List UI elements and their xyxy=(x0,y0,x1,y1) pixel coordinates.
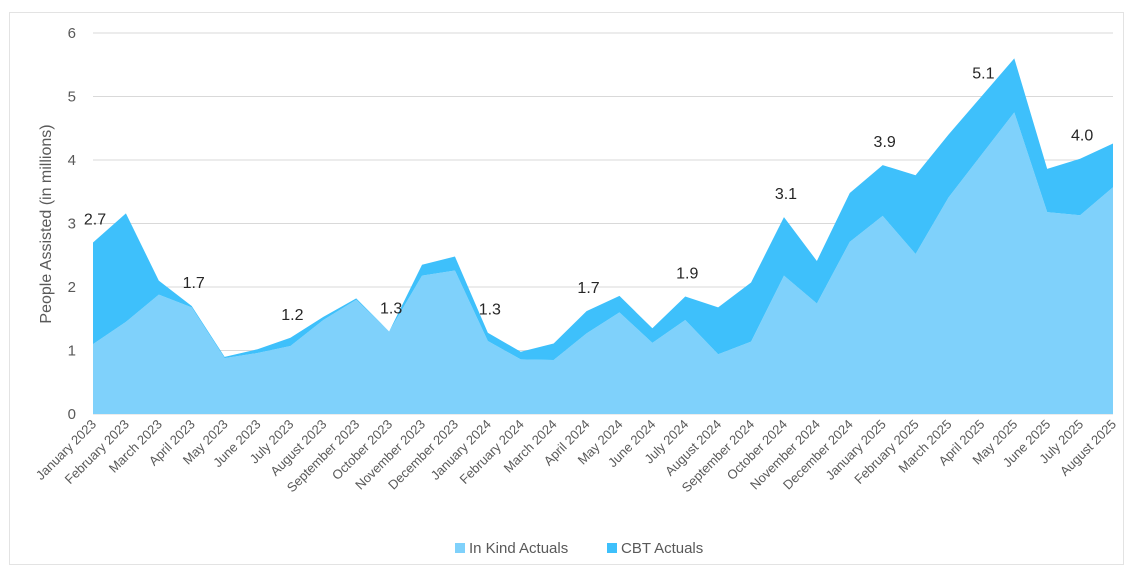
series-area-1 xyxy=(93,58,1113,361)
legend-label-0: In Kind Actuals xyxy=(469,540,568,557)
data-labels: 2.7 1.7 1.2 1.3 1.3 1.7 1.9 3.1 3.9 5.1 4.0 xyxy=(84,66,1093,324)
series-area-0 xyxy=(93,112,1113,414)
y-tick-label: 4 xyxy=(68,152,76,169)
data-label: 1.7 xyxy=(183,275,205,292)
legend-label-1: CBT Actuals xyxy=(621,540,703,557)
data-label: 5.1 xyxy=(972,66,994,83)
chart-frame xyxy=(9,12,1124,565)
series-areas xyxy=(93,58,1113,414)
data-label: 1.2 xyxy=(281,307,303,324)
legend: In Kind Actuals CBT Actuals xyxy=(455,540,703,557)
data-label: 1.9 xyxy=(676,266,698,283)
y-tick-label: 2 xyxy=(68,279,76,296)
data-label: 3.1 xyxy=(775,186,797,203)
y-tick-label: 0 xyxy=(68,406,76,423)
y-tick-label: 5 xyxy=(68,89,76,106)
data-label: 1.3 xyxy=(479,302,501,319)
y-tick-label: 6 xyxy=(68,25,76,42)
data-label: 1.7 xyxy=(577,280,599,297)
y-tick-label: 1 xyxy=(68,343,76,360)
data-label: 2.7 xyxy=(84,212,106,229)
legend-swatch-0 xyxy=(455,543,465,553)
data-label: 3.9 xyxy=(874,134,896,151)
data-label: 4.0 xyxy=(1071,128,1093,145)
y-tick-label: 3 xyxy=(68,216,76,233)
legend-swatch-1 xyxy=(607,543,617,553)
y-axis-ticks: 0 1 2 3 4 5 6 xyxy=(68,25,76,423)
y-axis-label: People Assisted (in millions) xyxy=(38,124,55,323)
data-label: 1.3 xyxy=(380,300,402,317)
